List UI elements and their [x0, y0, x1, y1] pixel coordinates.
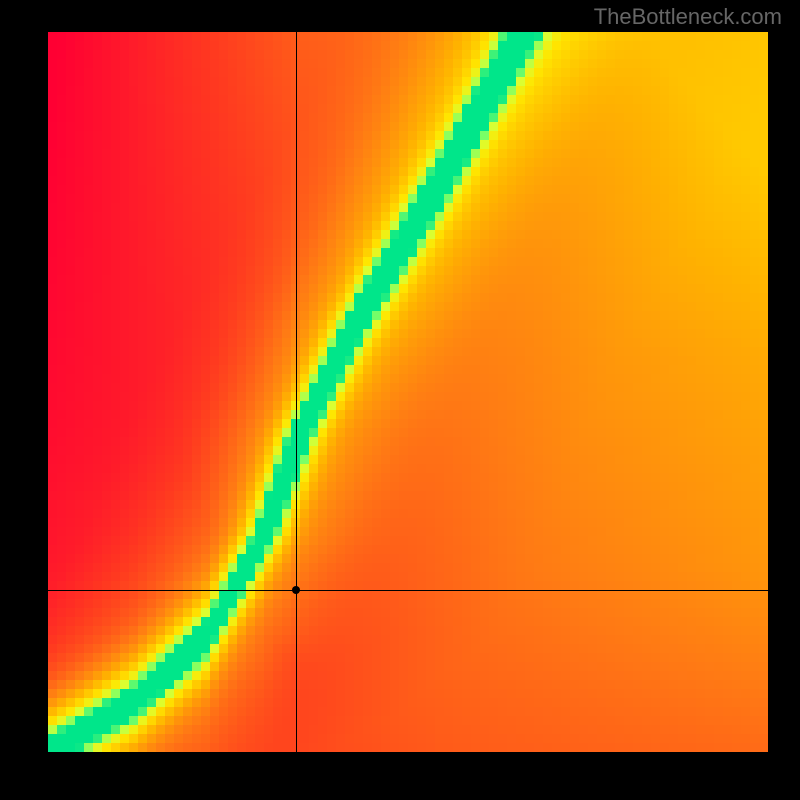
plot-area [48, 32, 768, 752]
crosshair-vertical [296, 32, 297, 752]
heatmap-canvas [48, 32, 768, 752]
chart-container: TheBottleneck.com [0, 0, 800, 800]
crosshair-marker [292, 586, 300, 594]
watermark-text: TheBottleneck.com [594, 4, 782, 30]
crosshair-horizontal [48, 590, 768, 591]
